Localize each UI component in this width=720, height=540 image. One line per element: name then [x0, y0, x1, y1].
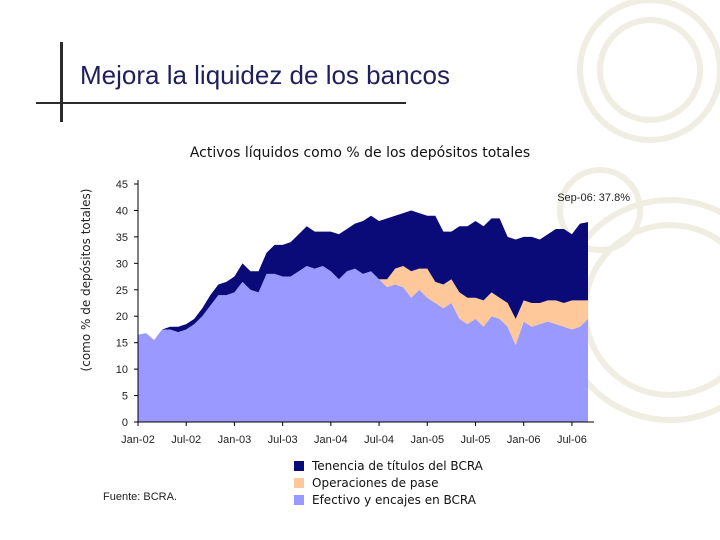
legend-item: Efectivo y encajes en BCRA: [294, 491, 483, 508]
chart-title: Activos líquidos como % de los depósitos…: [189, 145, 531, 161]
slide-title: Mejora la liquidez de los bancos: [80, 60, 450, 90]
legend-label: Tenencia de títulos del BCRA: [312, 458, 483, 473]
x-tick-label: Jul-06: [557, 434, 587, 446]
legend-item: Operaciones de pase: [294, 474, 483, 491]
y-tick-label: 30: [116, 258, 128, 270]
annotation-label: Sep-06: 37.8%: [557, 192, 630, 204]
legend-item: Tenencia de títulos del BCRA: [294, 457, 483, 474]
y-tick-label: 35: [116, 232, 128, 244]
legend-swatch: [294, 494, 304, 505]
y-tick-label: 40: [116, 205, 128, 217]
legend: Tenencia de títulos del BCRA Operaciones…: [294, 457, 483, 508]
y-tick-label: 0: [122, 417, 128, 429]
x-tick-label: Jan-03: [218, 434, 252, 446]
x-tick-label: Jul-04: [364, 434, 394, 446]
y-tick-label: 10: [116, 364, 128, 376]
legend-label: Efectivo y encajes en BCRA: [312, 492, 476, 507]
legend-swatch: [294, 460, 304, 471]
legend-label: Operaciones de pase: [312, 475, 439, 490]
x-tick-label: Jan-04: [314, 434, 348, 446]
x-tick-label: Jan-05: [410, 434, 444, 446]
y-tick-label: 5: [122, 391, 128, 403]
y-tick-label: 25: [116, 285, 128, 297]
x-tick-label: Jul-05: [461, 434, 491, 446]
area-efectivo-y-encajes-en-bcra: [138, 265, 588, 422]
area-tenencia-de-titulos-del-bcra: [138, 210, 588, 341]
y-tick-label: 45: [116, 179, 128, 191]
legend-swatch: [294, 477, 304, 488]
x-tick-label: Jan-02: [121, 434, 155, 446]
x-tick-label: Jul-03: [268, 434, 298, 446]
title-horizontal-rule: [36, 102, 406, 104]
x-tick-label: Jan-06: [507, 434, 541, 446]
title-vertical-rule: [60, 42, 63, 122]
source-note: Fuente: BCRA.: [103, 491, 177, 503]
area-operaciones-de-pase: [138, 265, 588, 346]
y-tick-label: 15: [116, 338, 128, 350]
x-tick-label: Jul-02: [171, 434, 201, 446]
y-tick-label: 20: [116, 311, 128, 323]
